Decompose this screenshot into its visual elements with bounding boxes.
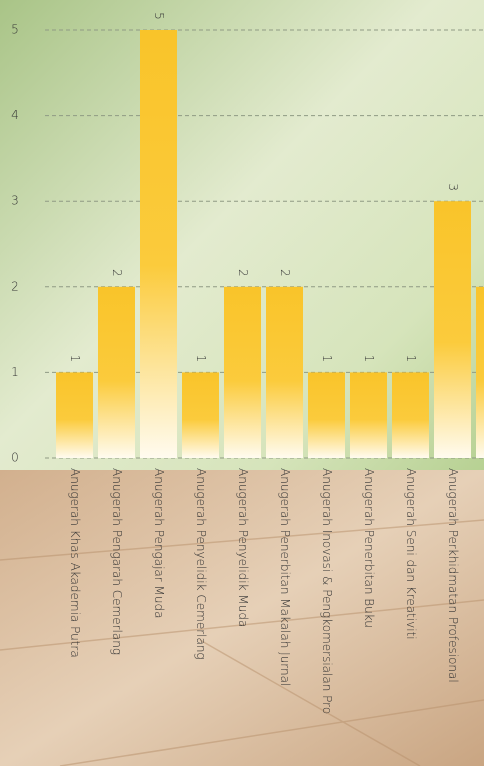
x-tick-label: Anugerah Inovasi & Pengkomersialan Pro [320, 468, 334, 714]
x-tick-label: Anugerah Seni dan Kreativiti [404, 468, 418, 640]
bar [182, 372, 219, 458]
value-label: 1 [362, 355, 376, 363]
value-label: 1 [68, 355, 82, 363]
bar [476, 286, 484, 458]
value-label: 1 [404, 355, 418, 363]
x-tick-label: Anugerah Penerbitan Makalah Jurnal [278, 468, 292, 686]
y-tick-label: 0 [11, 451, 19, 465]
bar [350, 372, 387, 458]
y-tick-label: 5 [11, 23, 19, 37]
x-tick-label: Anugerah Pengajar Muda [152, 468, 166, 618]
value-label: 2 [278, 269, 292, 277]
x-tick-label: Anugerah Penyelidik Cemerlang [194, 468, 208, 660]
y-tick-label: 3 [11, 194, 19, 208]
value-label: 1 [320, 355, 334, 363]
y-tick-label: 1 [11, 365, 19, 379]
value-label: 2 [236, 269, 250, 277]
background-wood [0, 470, 484, 766]
bar [140, 30, 177, 458]
bar [98, 286, 135, 458]
value-label: 2 [110, 269, 124, 277]
value-label: 5 [152, 12, 166, 20]
bar [266, 286, 303, 458]
bar [56, 372, 93, 458]
x-tick-label: Anugerah Khas Akademia Putra [68, 468, 82, 658]
bar [392, 372, 429, 458]
value-label: 1 [194, 355, 208, 363]
x-tick-label: Anugerah Penerbitan Buku [362, 468, 376, 628]
bar [308, 372, 345, 458]
bar [224, 286, 261, 458]
value-label: 3 [446, 183, 460, 191]
x-tick-label: Anugerah Perkhidmatan Profesional [446, 468, 460, 683]
y-tick-label: 2 [11, 279, 19, 293]
wood-grain [0, 519, 484, 766]
x-tick-label: Anugerah Pengarah Cemerlang [110, 468, 124, 655]
x-tick-label: Anugerah Penyelidik Muda [236, 468, 250, 627]
y-tick-label: 4 [11, 108, 19, 122]
bar [434, 201, 471, 458]
